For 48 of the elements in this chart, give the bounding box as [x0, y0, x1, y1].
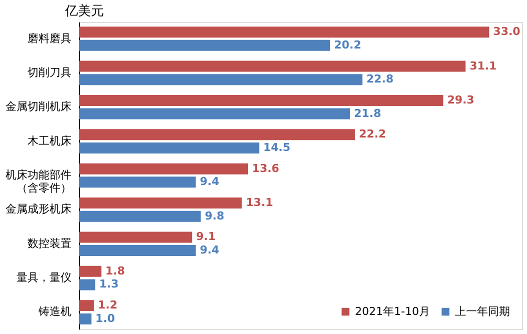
y-tick-label: 数控装置 [28, 236, 72, 250]
bar [79, 313, 92, 324]
data-label: 9.8 [204, 209, 224, 222]
data-label: 1.8 [105, 264, 125, 278]
bar [79, 198, 242, 209]
bar [79, 26, 490, 38]
data-label: 22.8 [366, 72, 394, 86]
data-label: 21.8 [354, 106, 382, 120]
y-axis-title: 亿美元 [64, 3, 104, 19]
legend-label: 2021年1-10月 [355, 304, 430, 318]
bar [79, 266, 102, 277]
data-label: 31.1 [470, 59, 497, 72]
bar [79, 108, 350, 120]
data-label: 9.4 [200, 175, 220, 188]
bar [79, 129, 355, 140]
bar [79, 163, 248, 174]
bar [79, 210, 201, 222]
bar [79, 245, 196, 256]
y-tick-label: 量具，量仪 [16, 271, 72, 284]
bar [79, 60, 466, 72]
data-label: 14.5 [263, 140, 290, 154]
bar [79, 94, 444, 106]
data-label: 1.2 [98, 298, 118, 312]
bar [79, 142, 260, 154]
data-label: 1.0 [95, 312, 116, 325]
data-label: 22.2 [358, 128, 386, 141]
legend-label: 上一年同期 [455, 304, 510, 318]
bar [79, 232, 192, 243]
y-tick-label: 铸造机 [38, 305, 72, 318]
data-label: 9.1 [196, 230, 216, 244]
data-label: 9.4 [200, 244, 220, 257]
y-tick-label: 金属切削机床 [6, 100, 72, 114]
y-tick-label: 切削刀具 [28, 66, 72, 79]
data-label: 13.1 [246, 196, 273, 210]
data-label: 29.3 [447, 93, 474, 106]
data-label: 33.0 [493, 25, 521, 38]
data-label: 20.2 [334, 38, 362, 52]
bar [79, 279, 96, 290]
y-tick-label: 木工机床 [28, 134, 72, 148]
y-tick-label: 磨料磨具 [28, 32, 72, 45]
bar [79, 300, 94, 312]
data-label: 1.3 [99, 278, 119, 291]
y-tick-label: 机床功能部件（含零件） [6, 168, 72, 194]
data-label: 13.6 [252, 162, 280, 175]
bar [79, 176, 196, 188]
y-tick-label: 金属成形机床 [6, 202, 72, 216]
bar [79, 40, 330, 51]
bar [79, 74, 362, 86]
